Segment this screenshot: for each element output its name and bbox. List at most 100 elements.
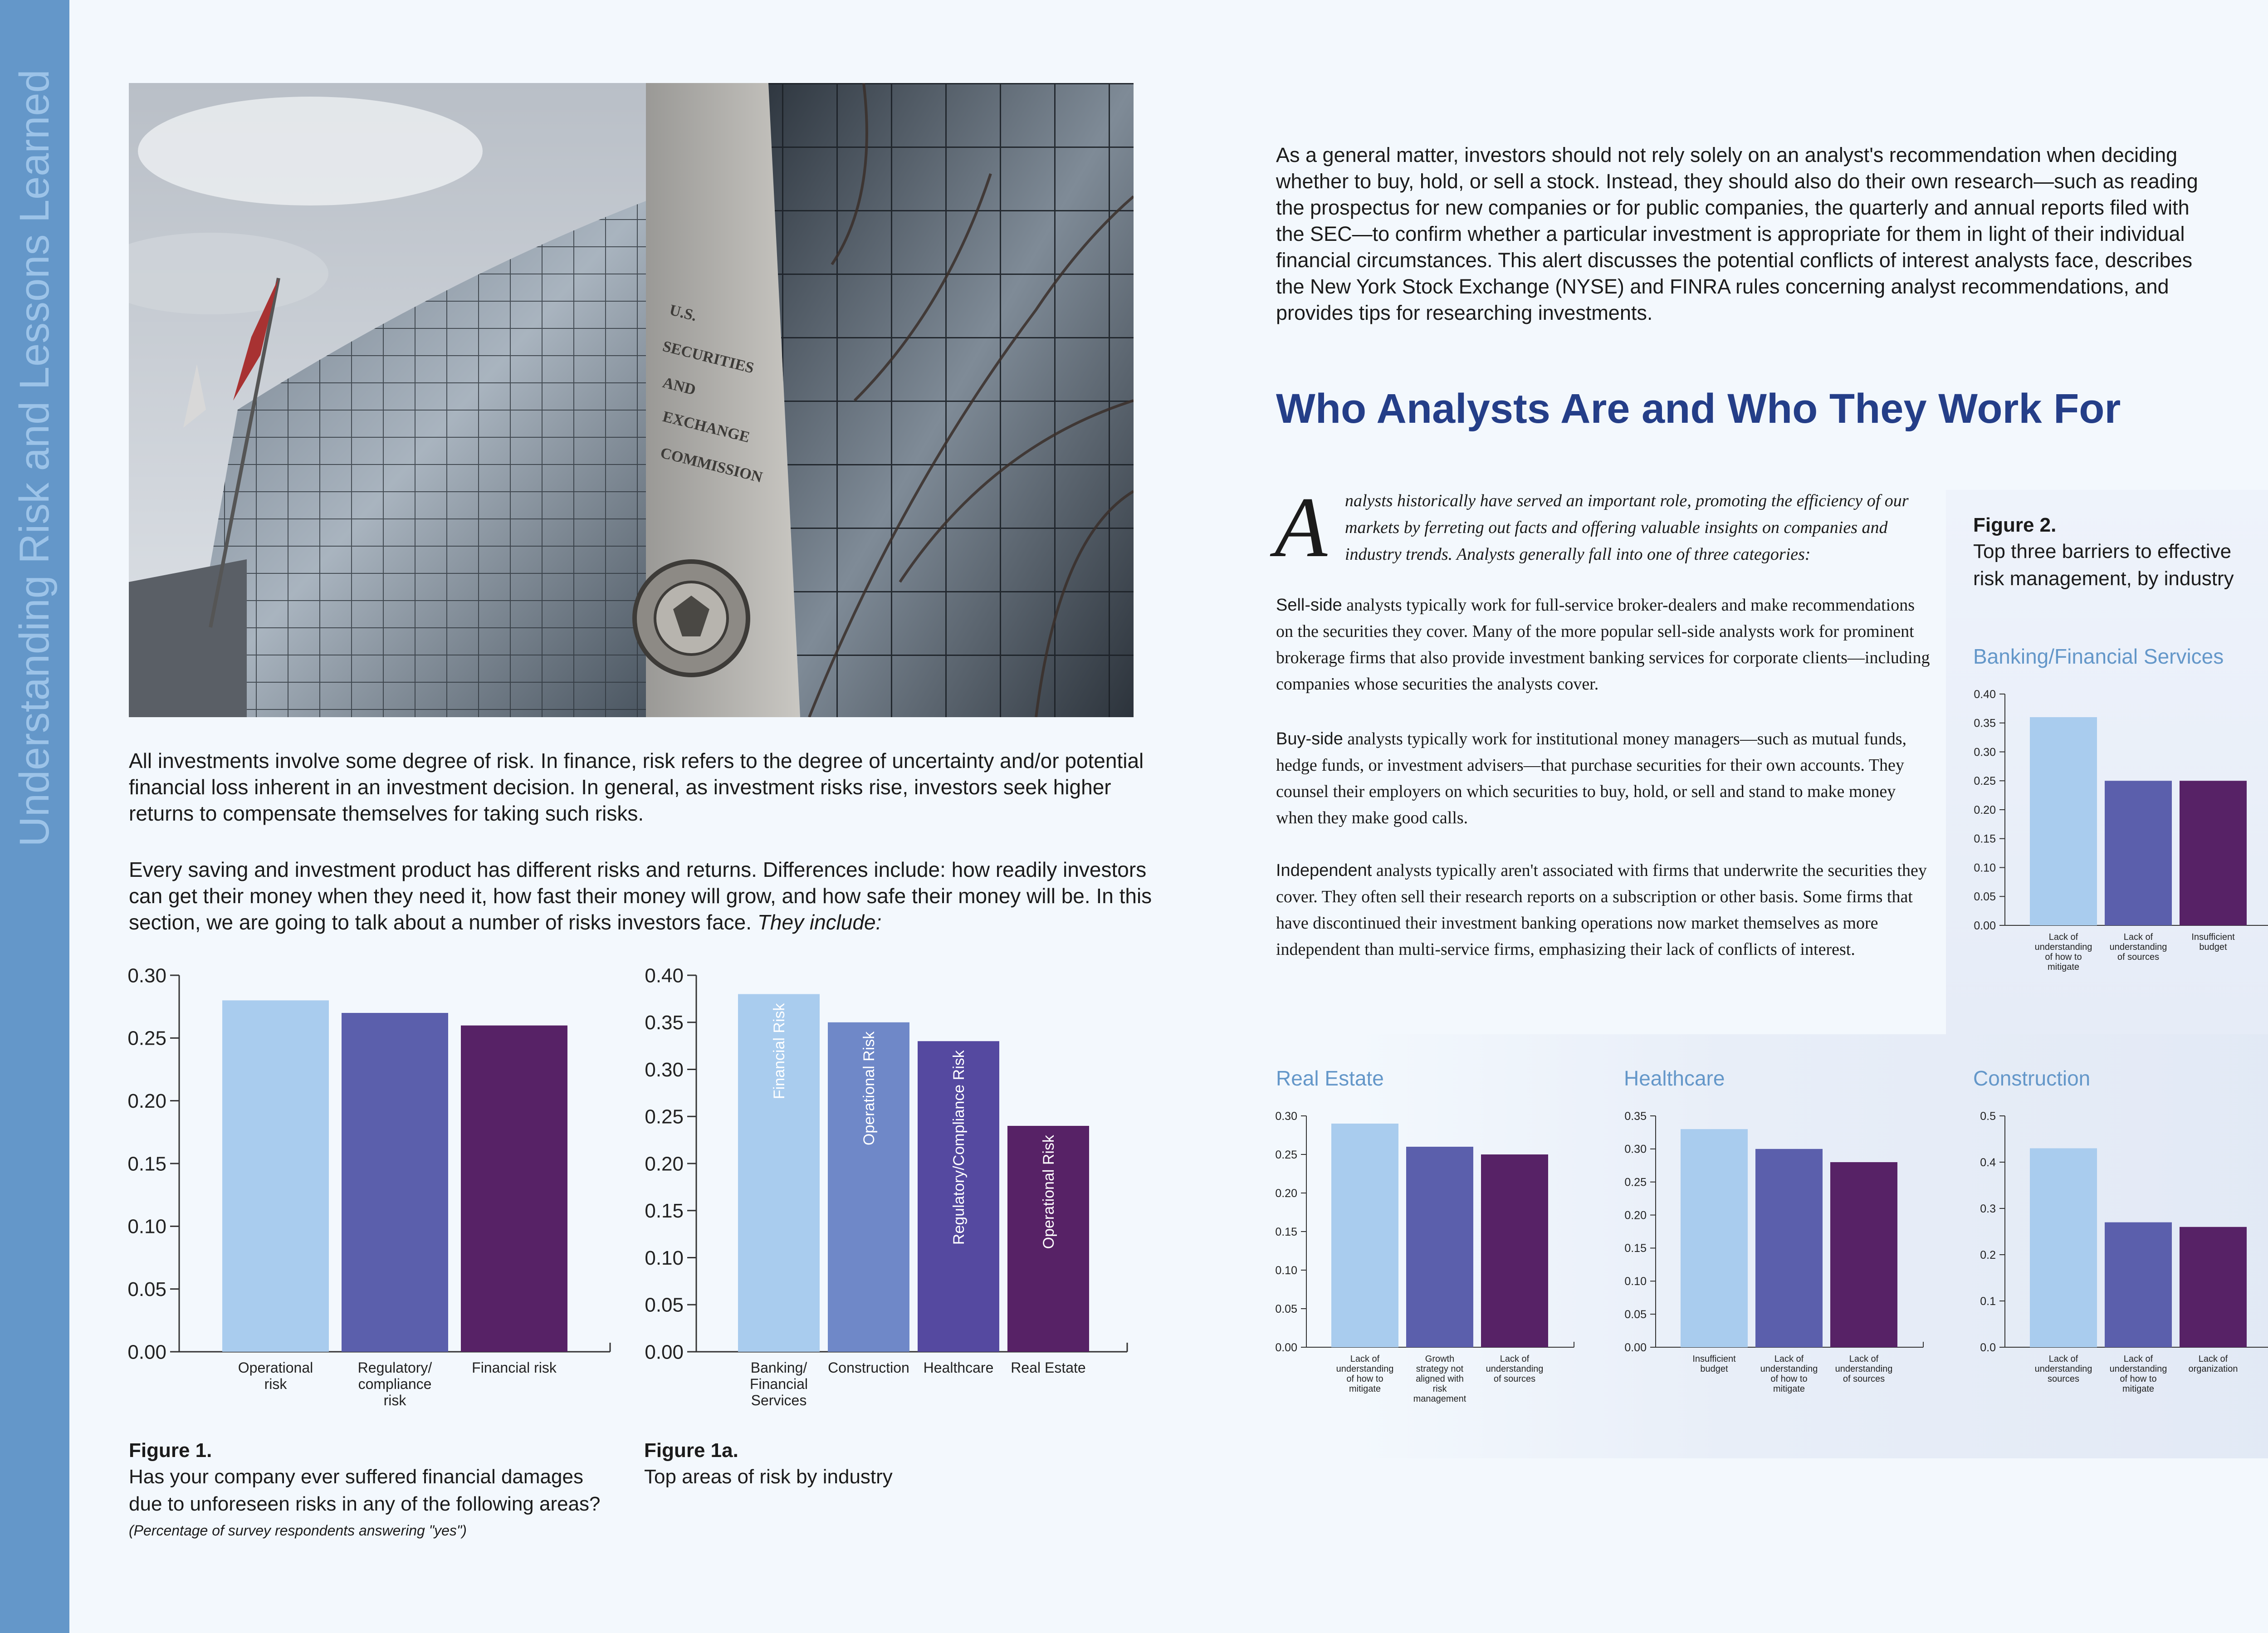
drop-cap: A <box>1275 480 1328 575</box>
bar-1 <box>1331 1124 1398 1347</box>
right-intro-paragraph: As a general matter, investors should no… <box>1276 143 2198 324</box>
y-tick-label: 0.15 <box>1624 1242 1647 1255</box>
figure-1a-chart: 0.00 0.05 0.10 0.15 0.20 0.25 0.30 0.35 0.40 Bank… <box>645 964 1128 1408</box>
y-tick-label: 0.40 <box>1974 688 1996 701</box>
section-heading: Who Analysts Are and Who They Work For <box>1276 386 2121 432</box>
realestate-chart-title: Real Estate <box>1276 1066 1384 1090</box>
figure-1-title: Figure 1. <box>129 1439 212 1462</box>
y-tick-label: 0.20 <box>1275 1187 1297 1200</box>
bar-3 <box>1481 1154 1548 1347</box>
y-tick-label: 0.15 <box>1974 833 1996 846</box>
y-tick-label: 0.10 <box>645 1247 684 1269</box>
y-tick-label: 0.10 <box>1974 861 1996 874</box>
risk-paragraph: Every saving and investment product has … <box>129 856 1154 935</box>
category-label: Lack of understanding of sources <box>1835 1354 1893 1384</box>
category-label: Insufficient budget <box>2191 932 2235 952</box>
bar-3 <box>1830 1162 1897 1347</box>
healthcare-chart: 0.00 0.05 0.10 0.15 0.20 0.25 0.30 0.35 Insuffic… <box>1624 1110 1924 1394</box>
category-label: Real Estate <box>1011 1359 1085 1376</box>
intro-paragraph: All investments involve some degree of r… <box>129 749 1144 825</box>
y-tick-label: 0.30 <box>1974 746 1996 758</box>
bar-2 <box>2105 781 2172 925</box>
healthcare-chart-title: Healthcare <box>1624 1066 1725 1090</box>
y-tick-label: 0.20 <box>645 1153 684 1175</box>
y-tick-label: 0.4 <box>1980 1156 1996 1169</box>
figure-2-caption: Top three barriers to effective risk man… <box>1973 540 2234 590</box>
category-label: Growth strategy not aligned with risk manage… <box>1413 1354 1466 1404</box>
category-label: Lack of understanding of sources <box>2110 932 2167 962</box>
figure-1a-title: Figure 1a. <box>644 1439 738 1462</box>
y-tick-label: 0.25 <box>1624 1176 1647 1188</box>
y-tick-label: 0.5 <box>1980 1110 1996 1123</box>
figure-1-note: (Percentage of survey respondents answer… <box>129 1522 467 1539</box>
figure-2-title: Figure 2. <box>1973 514 2057 536</box>
y-tick-label: 0.00 <box>127 1341 166 1363</box>
y-tick-label: 0.05 <box>1275 1303 1297 1315</box>
y-tick-label: 0.15 <box>1275 1226 1297 1238</box>
category-label: Lack of organization <box>2189 1354 2238 1374</box>
y-tick-label: 0.05 <box>127 1278 166 1301</box>
y-tick-label: 0.25 <box>1275 1149 1297 1161</box>
risk-paragraph-main: Every saving and investment product has … <box>129 858 1152 934</box>
category-label: Lack of understanding of how to mitigate <box>2035 932 2092 972</box>
category-label: Insufficient budget <box>1692 1354 1736 1374</box>
y-tick-label: 0.00 <box>1624 1341 1647 1354</box>
y-tick-label: 0.40 <box>645 964 684 987</box>
y-tick-label: 0.00 <box>1974 919 1996 932</box>
figure-2-panel <box>1946 490 2268 1034</box>
y-tick-label: 0.3 <box>1980 1203 1996 1215</box>
y-tick-label: 0.15 <box>127 1153 166 1175</box>
bar-3 <box>2180 1227 2247 1347</box>
y-tick-label: 0.05 <box>645 1294 684 1316</box>
y-tick-label: 0.25 <box>645 1106 684 1128</box>
y-tick-label: 0.30 <box>1275 1110 1297 1123</box>
category-label: Healthcare <box>924 1359 994 1376</box>
y-tick-label: 0.25 <box>127 1027 166 1050</box>
bar-4 <box>1007 1126 1089 1352</box>
risk-paragraph-italic: They include: <box>757 910 882 934</box>
bar-1 <box>738 994 820 1352</box>
y-tick-label: 0.15 <box>645 1200 684 1222</box>
bar-2 <box>828 1022 909 1352</box>
analyst-intro: nalysts historically have served an impo… <box>1345 491 1909 564</box>
sidebar-title: Understanding Risk and Lessons Learned <box>11 69 58 847</box>
bar-3 <box>461 1025 567 1352</box>
y-tick-label: 0.25 <box>1974 775 1996 787</box>
y-tick-label: 0.30 <box>127 964 166 987</box>
bar-1 <box>222 1000 329 1352</box>
construction-chart-title: Construction <box>1973 1066 2091 1090</box>
buy-side-paragraph: Buy-side analysts typically work for ins… <box>1276 726 1934 831</box>
banking-chart-title: Banking/Financial Services <box>1973 645 2224 668</box>
sec-building-photo: U.S. SECURITIES AND EXCHANGE COMMISSION <box>129 83 1134 717</box>
y-tick-label: 0.05 <box>1624 1308 1647 1321</box>
sidebar-strip: Understanding Risk and Lessons Learned <box>0 0 69 1633</box>
bar-label: Financial Risk <box>771 1003 788 1100</box>
y-tick-label: 0.2 <box>1980 1249 1996 1261</box>
bar-label: Operational Risk <box>1040 1134 1057 1249</box>
category-label: Banking/Financial Services <box>750 1359 808 1408</box>
category-label: Lack of understanding of how to mitigate <box>1760 1354 1818 1394</box>
y-tick-label: 0.10 <box>1624 1275 1647 1288</box>
y-tick-label: 0.00 <box>645 1341 684 1363</box>
bar-2 <box>2105 1222 2172 1347</box>
y-tick-label: 0.1 <box>1980 1295 1996 1308</box>
bar-1 <box>1681 1129 1748 1347</box>
y-tick-label: 0.20 <box>1624 1209 1647 1222</box>
bar-1 <box>2030 717 2097 925</box>
y-tick-label: 0.0 <box>1980 1341 1996 1354</box>
category-label: Lack of understanding sources <box>2035 1354 2092 1384</box>
bar-1 <box>2030 1148 2097 1347</box>
y-tick-label: 0.35 <box>645 1012 684 1034</box>
sell-side-lead: Sell-side <box>1276 596 1342 615</box>
y-tick-label: 0.35 <box>1974 717 1996 730</box>
independent-paragraph: Independent analysts typically aren't as… <box>1276 857 1934 963</box>
buy-side-lead: Buy-side <box>1276 729 1343 748</box>
independent-text: analysts typically aren't associated wit… <box>1276 861 1927 959</box>
bar-3 <box>918 1041 999 1352</box>
sec-seal <box>632 559 750 677</box>
y-tick-label: 0.20 <box>1974 804 1996 816</box>
bar-2 <box>1755 1149 1823 1347</box>
independent-lead: Independent <box>1276 861 1372 880</box>
y-tick-label: 0.10 <box>1275 1264 1297 1277</box>
bar-3 <box>2180 781 2247 925</box>
